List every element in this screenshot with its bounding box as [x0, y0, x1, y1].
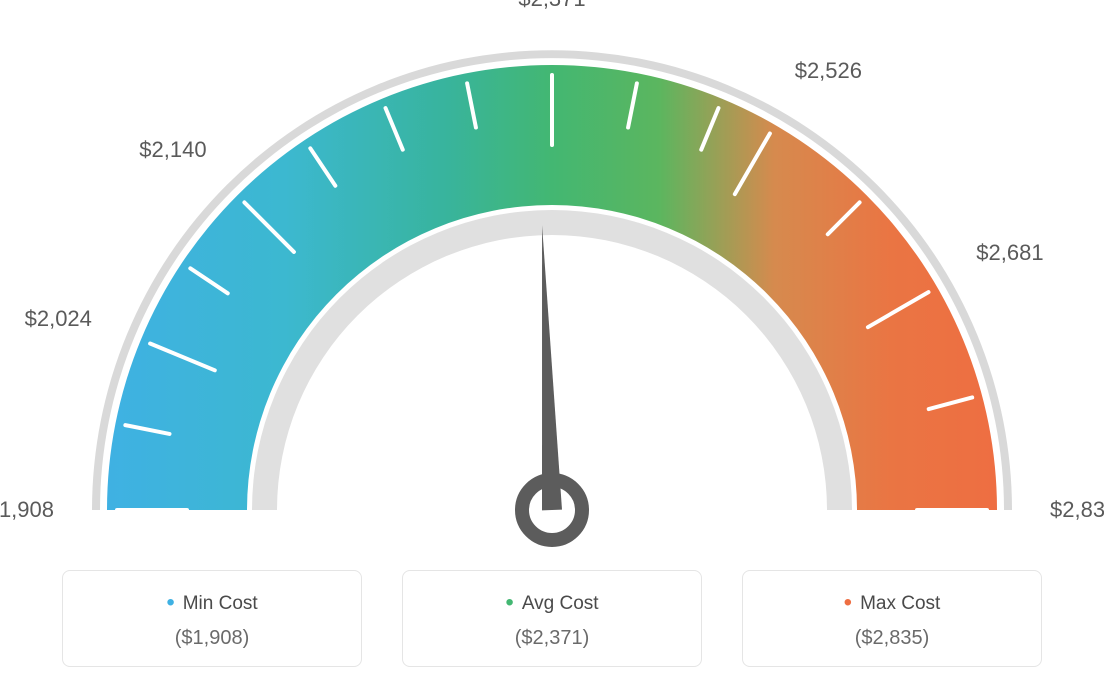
gauge-tick-label: $2,140	[139, 137, 206, 163]
legend-min-label: Min Cost	[183, 593, 258, 614]
legend-max-value: ($2,835)	[753, 627, 1031, 650]
gauge-tick-label: $2,835	[1050, 497, 1104, 523]
legend-card-max: Max Cost ($2,835)	[742, 570, 1042, 667]
legend-min-value: ($1,908)	[73, 627, 351, 650]
gauge-tick-label: $2,024	[25, 306, 92, 332]
legend-avg-title: Avg Cost	[413, 589, 691, 617]
legend-min-title: Min Cost	[73, 589, 351, 617]
gauge-svg	[0, 0, 1104, 560]
legend-row: Min Cost ($1,908) Avg Cost ($2,371) Max …	[0, 570, 1104, 667]
legend-card-min: Min Cost ($1,908)	[62, 570, 362, 667]
gauge-tick-label: $2,681	[976, 240, 1043, 266]
legend-card-avg: Avg Cost ($2,371)	[402, 570, 702, 667]
gauge-chart: $1,908 $2,024 $2,140 $2,371 $2,526 $2,681 $2,8…	[0, 0, 1104, 560]
gauge-tick-label: $2,371	[518, 0, 585, 12]
gauge-tick-label: $1,908	[0, 497, 54, 523]
legend-avg-label: Avg Cost	[522, 593, 599, 614]
legend-max-title: Max Cost	[753, 589, 1031, 617]
legend-max-label: Max Cost	[860, 593, 940, 614]
gauge-tick-label: $2,526	[795, 58, 862, 84]
legend-avg-value: ($2,371)	[413, 627, 691, 650]
